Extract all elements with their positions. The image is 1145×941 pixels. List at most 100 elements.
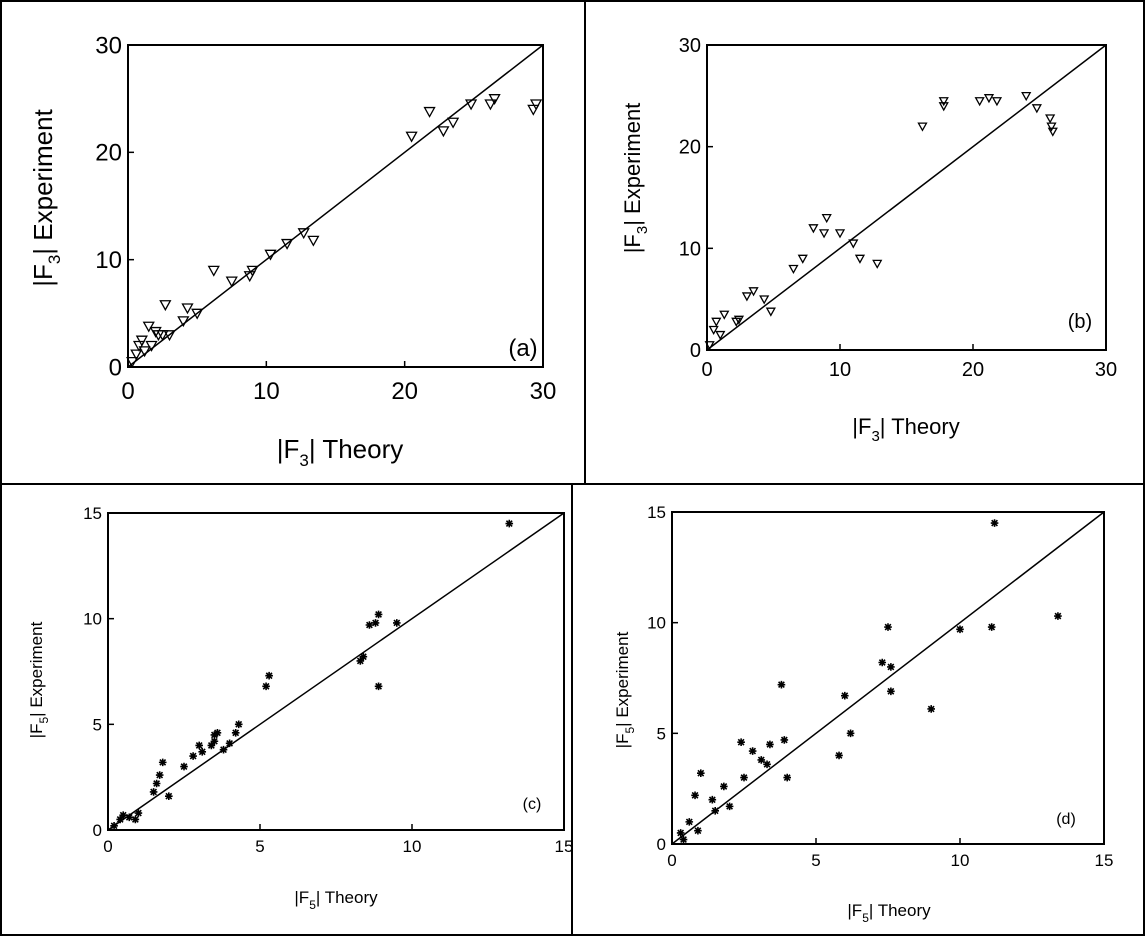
panel-d-data-point [763, 760, 771, 769]
panel-c-reference-line [107, 512, 565, 831]
panel-b-ylabel: |F3| Experiment [620, 103, 651, 254]
panel-d-data-point [956, 625, 964, 634]
panel-a-data-point [130, 349, 143, 361]
panel-a-data-point [446, 117, 460, 129]
panel-c-xlabel-post: | Theory [316, 888, 378, 907]
panel-c-ylabel-pre: |F [27, 724, 46, 739]
panel-c-data-point [265, 671, 273, 680]
panel-d-data-point [757, 756, 766, 764]
panel-c-xtick-label: 5 [255, 837, 264, 856]
panel-b-plot-frame [706, 44, 1107, 351]
panel-d-data-point [725, 802, 734, 811]
panel-d-ytick-label: 5 [657, 724, 666, 743]
panel-b-data-point [1045, 114, 1056, 124]
panel-b-data-point [733, 315, 745, 325]
panel-c-ylabel-post: | Experiment [27, 621, 46, 716]
panel-c-data-point [165, 792, 173, 800]
panel-c-xtick-label: 10 [403, 837, 422, 856]
panel-c-ylabel-sub: 5 [37, 717, 51, 724]
panel-a-ytick-label: 0 [109, 354, 122, 381]
panel-c-data-point [356, 657, 365, 665]
panel-d-data-point [708, 795, 717, 804]
panel-b-ylabel-sub: 3 [634, 226, 651, 234]
panel-b-data-point [983, 94, 995, 104]
panel-a-ylabel: |F3| Experiment [28, 108, 64, 286]
panel-d-ytick-label: 0 [657, 835, 666, 854]
panel-b-ytick-label: 20 [679, 137, 701, 159]
panel-d-ylabel-sub: 5 [623, 727, 637, 734]
panel-c-xlabel-sub: 5 [309, 898, 316, 912]
panel-c-data-point [149, 788, 158, 796]
panel-b-xlabel-sub: 3 [871, 428, 879, 445]
panel-d-data-point [841, 691, 849, 700]
panel-d-data-point [887, 687, 895, 696]
panel-b-xtick-label: 20 [962, 359, 984, 381]
panel-a-plot-frame [127, 44, 544, 368]
panel-c-data-point [116, 815, 124, 824]
panel-a-ylabel-post: | Experiment [28, 108, 58, 254]
panel-d-data-point [737, 738, 745, 746]
panel-a-data-point [142, 321, 155, 333]
panel-c-ylabel: |F5| Experiment [27, 621, 51, 738]
panel-a-ytick-label: 30 [95, 32, 122, 59]
panel-c-data-point [198, 748, 207, 756]
panel-b-data-point [808, 224, 819, 234]
panel-b-data-point [711, 317, 722, 327]
panel-d-data-point [711, 807, 719, 815]
panel-a-data-point [297, 228, 310, 240]
panel-d-data-point [990, 519, 999, 527]
panel-a-data-point [156, 330, 169, 342]
panel-b-data-point [848, 239, 859, 249]
panel-b-data-point [818, 229, 830, 239]
panel-a-ytick-label: 20 [95, 140, 122, 167]
panel-c-plot-frame [107, 512, 565, 831]
panel-d-data-point [846, 729, 855, 738]
panel-a-xtick-label: 10 [253, 378, 280, 405]
panel-d-data-point [878, 658, 887, 667]
panel-c-data-point [371, 619, 380, 627]
panel-a-reference-line [127, 44, 544, 368]
panel-b-data-point [715, 330, 726, 341]
panel-a-xlabel-sub: 3 [299, 451, 308, 470]
panel-a-data-point [423, 106, 436, 118]
panel-d-data-point [694, 826, 702, 835]
panel-b-data-point [821, 213, 832, 224]
panel-b-data-point [741, 292, 753, 302]
panel-b-data-point [1047, 127, 1058, 137]
panel-a-xtick-label: 20 [391, 378, 418, 405]
panel-b-data-point [834, 229, 846, 239]
panel-b-data-point [708, 325, 719, 336]
panel-b-data-point [991, 97, 1003, 107]
panel-b-ylabel-pre: |F [620, 234, 645, 253]
panel-d-xtick-label: 0 [667, 851, 676, 870]
panel-b-data-point [974, 97, 985, 107]
panel-a-xtick-label: 0 [121, 378, 134, 405]
panel-d-xlabel-sub: 5 [862, 911, 869, 925]
panel-b-data-point [719, 310, 730, 320]
panel-a-xlabel-post: | Theory [309, 434, 403, 464]
panel-a-data-point [181, 303, 194, 315]
panel-b-xtick-label: 10 [829, 359, 851, 381]
panel-c-data-point [262, 682, 270, 691]
panel-d-data-point [927, 705, 935, 713]
panel-c-data-point [393, 619, 401, 627]
panel-d-ytick-label: 10 [647, 614, 666, 633]
panel-d-ylabel: |F5| Experiment [613, 631, 637, 748]
panel-a-data-point [264, 249, 277, 261]
panel-b-data-point [788, 264, 799, 275]
panel-d-reference-line [671, 511, 1105, 845]
panel-d: |F5| Experiment |F5| Theory (d) 0 5 10 1505… [613, 503, 1113, 925]
panel-b-label: (b) [1068, 311, 1092, 333]
panel-a-data-point [243, 271, 256, 283]
panel-a-data-point [207, 265, 220, 277]
panel-b-ytick-label: 10 [679, 238, 701, 260]
panel-d-data-point [1054, 612, 1062, 620]
panel-c-data-point [119, 811, 127, 820]
panel-d-ytick-label: 15 [647, 503, 666, 522]
panel-a-data-point [307, 235, 320, 247]
panel-d-data-point [748, 747, 757, 755]
panel-b-data-point [797, 254, 808, 264]
panel-c-data-point [213, 728, 222, 737]
panel-c-ytick-label: 0 [93, 821, 102, 840]
panel-a-data-point [132, 340, 146, 352]
